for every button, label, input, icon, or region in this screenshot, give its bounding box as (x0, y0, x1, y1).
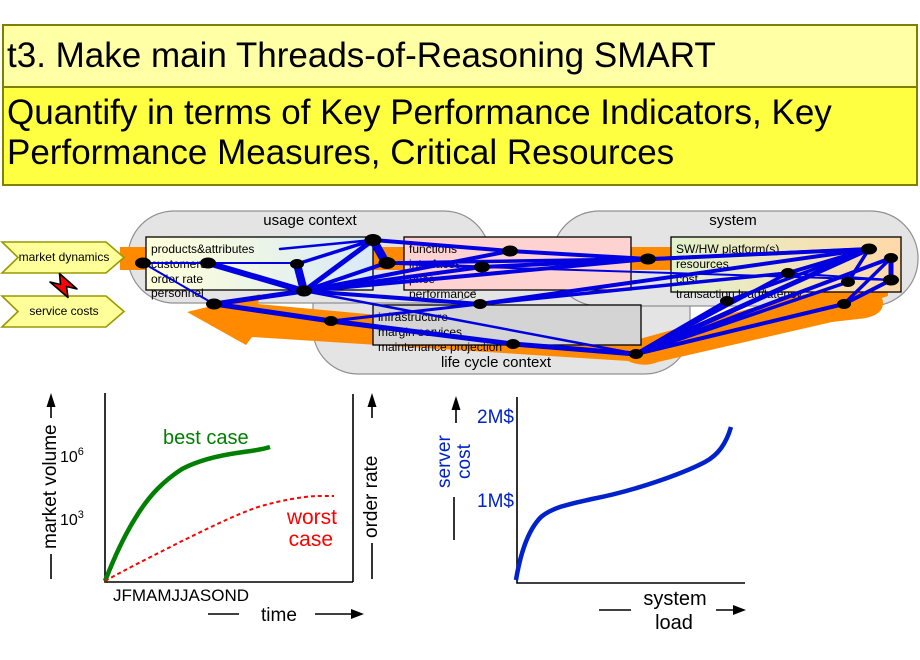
svg-text:worst: worst (286, 506, 337, 529)
svg-text:cost: cost (454, 443, 475, 479)
svg-text:106: 106 (60, 446, 84, 466)
svg-text:1M$: 1M$ (477, 491, 514, 512)
svg-text:order rate: order rate (361, 456, 382, 538)
svg-text:best case: best case (163, 427, 249, 449)
svg-text:market volume: market volume (40, 424, 61, 549)
svg-text:system: system (643, 588, 706, 610)
svg-text:case: case (289, 528, 333, 551)
svg-text:resources: resources (676, 257, 729, 271)
svg-text:time: time (261, 605, 297, 626)
svg-text:life cycle context: life cycle context (441, 354, 552, 371)
svg-text:load: load (655, 612, 693, 634)
svg-text:transaction load/latency: transaction load/latency (676, 287, 802, 301)
svg-text:market dynamics: market dynamics (19, 250, 110, 264)
svg-text:products&attributes: products&attributes (151, 242, 254, 256)
svg-text:performance: performance (409, 287, 477, 301)
svg-text:2M$: 2M$ (477, 407, 514, 428)
svg-text:service costs: service costs (29, 304, 98, 318)
svg-text:103: 103 (60, 509, 84, 529)
svg-text:JFMAMJJASOND: JFMAMJJASOND (113, 586, 249, 605)
svg-text:order rate: order rate (151, 272, 203, 286)
svg-text:system: system (709, 212, 757, 229)
svg-text:server: server (434, 435, 455, 488)
svg-text:usage context: usage context (263, 212, 357, 229)
svg-text:maintenance projection: maintenance projection (378, 340, 502, 354)
